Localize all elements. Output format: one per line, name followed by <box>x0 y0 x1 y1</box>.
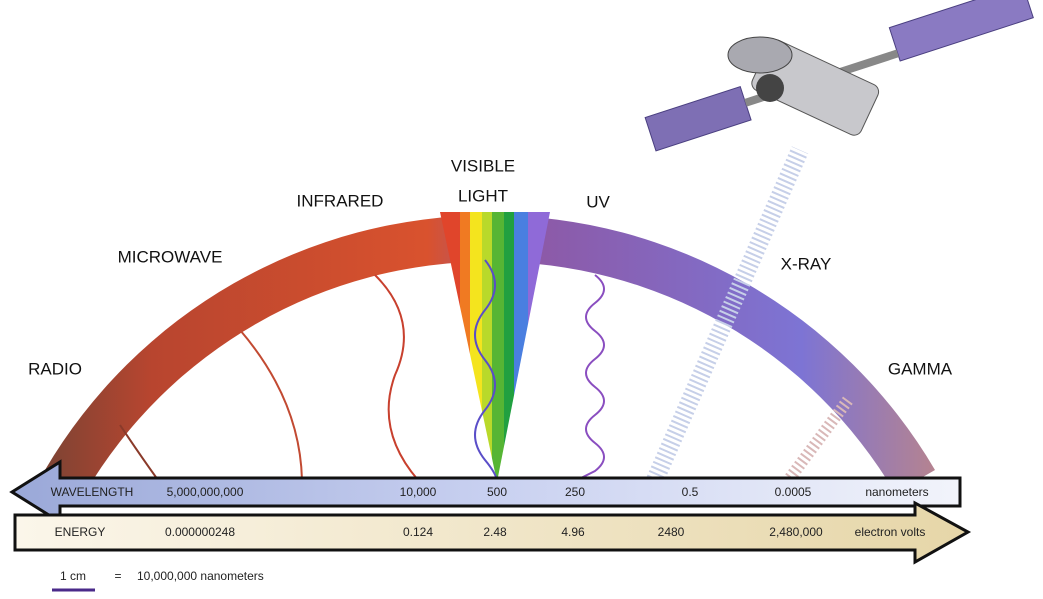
region-label: X-RAY <box>781 254 832 273</box>
energy-value: 2,480,000 <box>769 525 823 539</box>
scale-text: 10,000,000 nanometers <box>137 569 264 583</box>
region-label: INFRARED <box>297 191 384 210</box>
wavelength-value: 0.5 <box>682 485 699 499</box>
wavelength-label: WAVELENGTH <box>51 485 134 499</box>
region-label: LIGHT <box>458 186 508 205</box>
spectrum-arc <box>45 215 935 494</box>
xray-beam <box>646 146 809 484</box>
scale-bar-label: 1 cm <box>60 569 86 583</box>
energy-value: 0.124 <box>403 525 433 539</box>
scale-equals: = <box>114 569 121 583</box>
satellite <box>644 0 1034 152</box>
wavelength-value: 250 <box>565 485 585 499</box>
energy-value: 2480 <box>658 525 685 539</box>
wavelength-value: 0.0005 <box>775 485 812 499</box>
energy-unit: electron volts <box>855 525 926 539</box>
energy-label: ENERGY <box>55 525 106 539</box>
region-label: VISIBLE <box>451 156 515 175</box>
energy-value: 2.48 <box>483 525 507 539</box>
wavelength-value: 10,000 <box>400 485 437 499</box>
wavelength-value: 500 <box>487 485 507 499</box>
energy-value: 0.000000248 <box>165 525 235 539</box>
region-label: MICROWAVE <box>118 247 223 266</box>
region-label: RADIO <box>28 359 82 378</box>
visible-wedge <box>440 212 550 482</box>
energy-arrow <box>13 500 972 565</box>
energy-value: 4.96 <box>561 525 585 539</box>
gamma-beam <box>785 396 853 482</box>
region-label: GAMMA <box>888 359 953 378</box>
wavelength-value: 5,000,000,000 <box>167 485 244 499</box>
wavelength-unit: nanometers <box>865 485 928 499</box>
waves <box>119 259 605 482</box>
region-label: UV <box>586 192 610 211</box>
